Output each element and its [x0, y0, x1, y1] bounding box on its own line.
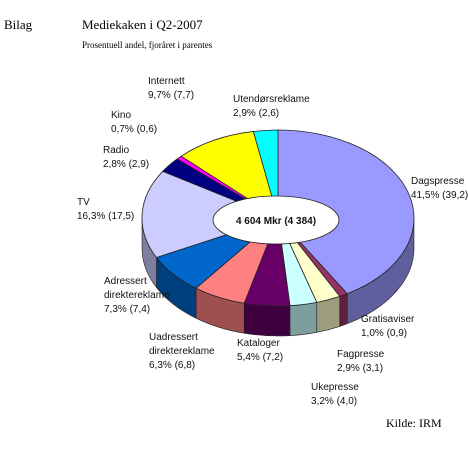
slice-side-ukepresse — [289, 301, 318, 336]
label-uadressert-direktereklame: Uadressert direktereklame 6,3% (6,8) — [149, 332, 215, 371]
label-dagspresse: Dagspresse 41,5% (39,2) — [411, 176, 468, 201]
section-label: Bilag — [4, 17, 33, 32]
chart-subtitle: Prosentuell andel, fjoråret i parentes — [82, 40, 213, 50]
label-radio: Radio 2,8% (2,9) — [103, 145, 149, 170]
label-ukepresse: Ukepresse 3,2% (4,0) — [311, 382, 359, 407]
source-note: Kilde: IRM — [386, 416, 442, 430]
label-kataloger: Kataloger 5,4% (7,2) — [237, 338, 283, 363]
slice-tv — [141, 170, 280, 258]
center-total-label: 4 604 Mkr (4 384) — [236, 216, 316, 227]
chart-title: Mediekaken i Q2-2007 — [82, 17, 203, 32]
label-internett: Internett 9,7% (7,7) — [148, 76, 194, 101]
label-utendorsreklame: Utendørsreklame 2,9% (2,6) — [233, 94, 310, 119]
slice-side-gratisaviser — [339, 293, 348, 327]
label-adressert-direktereklame: Adressert direktereklame 7,3% (7,4) — [104, 276, 170, 315]
slice-side-kataloger — [243, 302, 291, 337]
slice-internett — [180, 131, 279, 219]
label-tv: TV 16,3% (17,5) — [77, 197, 134, 222]
slice-dagspresse — [277, 129, 415, 295]
pie-side-walls — [141, 217, 415, 337]
label-gratisaviser: Gratisaviser 1,0% (0,9) — [361, 314, 415, 339]
label-fagpresse: Fagpresse 2,9% (3,1) — [337, 349, 385, 374]
slice-labels: Dagspresse 41,5% (39,2) Gratisaviser 1,0% (… — [77, 76, 468, 407]
center-ellipse — [212, 195, 340, 245]
label-kino: Kino 0,7% (0,6) — [111, 110, 157, 135]
